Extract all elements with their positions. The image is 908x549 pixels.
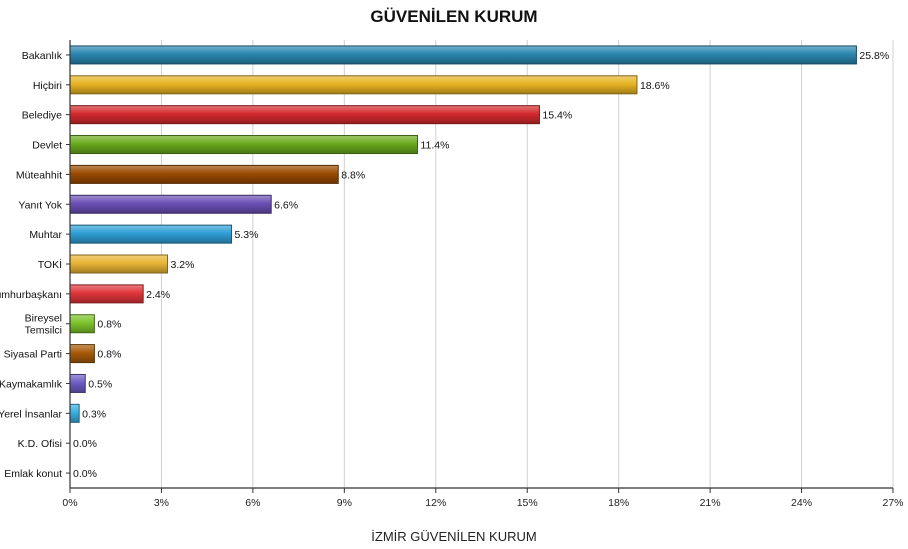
x-axis-title: İZMİR GÜVENİLEN KURUM	[371, 529, 536, 544]
category-label: Kaymakamlık	[0, 378, 63, 390]
x-tick-label: 21%	[700, 497, 721, 509]
category-label: Yanıt Yok	[18, 199, 62, 211]
x-tick-label: 0%	[62, 497, 77, 509]
data-label: 8.8%	[341, 169, 365, 181]
data-label: 11.4%	[420, 140, 449, 152]
data-label: 0.3%	[82, 408, 106, 420]
bar	[69, 344, 95, 364]
x-tick-label: 3%	[154, 497, 169, 509]
category-label: Muhtar	[29, 229, 62, 241]
bar	[69, 373, 86, 393]
x-tick-label: 12%	[425, 497, 446, 509]
data-label: 0.0%	[73, 438, 97, 450]
chart-title: GÜVENİLEN KURUM	[370, 7, 537, 26]
data-label: 0.8%	[97, 349, 121, 361]
data-label: 0.5%	[88, 378, 112, 390]
category-label: Hiçbiri	[33, 80, 62, 92]
data-label: 2.4%	[146, 289, 170, 301]
data-label: 0.8%	[97, 319, 121, 331]
category-label: Müteahhit	[16, 169, 62, 181]
category-label: Yerel İnsanlar	[0, 407, 62, 420]
bar	[69, 254, 169, 274]
bar	[69, 284, 144, 304]
category-label: Belediye	[22, 110, 62, 122]
data-label: 25.8%	[859, 50, 889, 62]
data-label: 15.4%	[542, 110, 572, 122]
bar	[69, 314, 95, 334]
x-tick-label: 27%	[882, 497, 903, 509]
data-label: 5.3%	[235, 229, 259, 241]
x-tick-label: 18%	[608, 497, 629, 509]
bar	[69, 135, 418, 155]
data-label: 18.6%	[640, 80, 670, 92]
bar	[69, 194, 272, 214]
category-label: Bireysel Temsilci	[25, 313, 62, 337]
bars: 25.8% 18.6% 15.4% 11.4% 8.8% 6.6% 5.3% 3.2% 2.4%…	[69, 45, 889, 480]
category-label: K.D. Ofisi	[18, 438, 62, 450]
category-label: Siyasal Parti	[4, 349, 62, 361]
category-label: Devlet	[32, 140, 62, 152]
category-label: Bakanlık	[22, 50, 63, 62]
bar	[69, 164, 339, 184]
x-tick-label: 9%	[337, 497, 352, 509]
data-label: 0.0%	[73, 468, 97, 480]
x-tick-label: 6%	[245, 497, 260, 509]
bar	[69, 45, 857, 65]
x-tick-label: 15%	[517, 497, 538, 509]
category-label: Emlak konut	[4, 468, 62, 480]
bar	[69, 105, 540, 125]
data-label: 6.6%	[274, 199, 298, 211]
bar	[69, 75, 638, 95]
bar	[69, 224, 233, 244]
category-label: Cumhurbaşkanı	[0, 289, 62, 301]
category-label: TOKİ	[38, 258, 62, 271]
data-label: 3.2%	[171, 259, 195, 271]
y-axis: Bakanlık Hiçbiri Belediye Devlet Müteahhit Ya…	[0, 40, 71, 488]
bar	[69, 403, 80, 423]
x-axis: 0% 3% 6% 9% 12% 15% 18% 21% 24% 27%	[62, 487, 904, 509]
x-tick-label: 24%	[791, 497, 812, 509]
